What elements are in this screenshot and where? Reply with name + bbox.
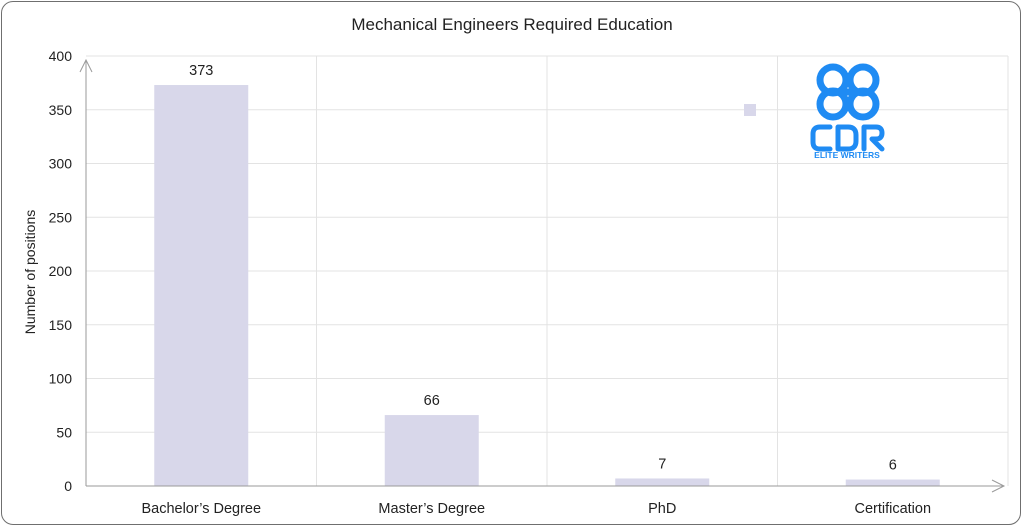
bar: [384, 415, 479, 486]
data-labels: 373 66 7 6: [189, 63, 897, 474]
x-category-label: Bachelor’s Degree: [141, 501, 261, 517]
logo-tagline: ELITE WRITERS: [814, 150, 880, 160]
cdr-logo-letters: [810, 124, 885, 152]
x-category-label: Master’s Degree: [378, 501, 485, 517]
bar: [845, 479, 940, 486]
chart-title: Mechanical Engineers Required Education: [351, 15, 672, 34]
legend-marker: [744, 104, 756, 116]
cdr-logo-mark: [816, 63, 880, 121]
y-axis-arrow: [79, 58, 93, 73]
data-label: 7: [658, 456, 666, 472]
y-tick-label: 150: [49, 317, 73, 333]
y-tick-label: 0: [64, 478, 72, 494]
bar: [154, 85, 249, 487]
data-label: 66: [424, 393, 440, 409]
y-tick-label: 400: [49, 48, 73, 64]
axes: [79, 58, 1006, 493]
data-label: 6: [889, 458, 897, 474]
y-tick-label: 50: [56, 424, 72, 440]
cdr-logo: ELITE WRITERS: [810, 63, 885, 160]
y-tick-label: 350: [49, 102, 73, 118]
y-tick-label: 250: [49, 209, 73, 225]
y-axis-ticks: 0 50 100 150 200 250 300 350 400: [49, 48, 73, 494]
bars: [154, 85, 940, 487]
bar: [615, 478, 710, 486]
data-label: 373: [189, 63, 213, 79]
x-category-label: PhD: [648, 501, 676, 517]
y-axis-label: Number of positions: [22, 210, 38, 335]
y-tick-label: 100: [49, 371, 73, 387]
x-axis-arrow: [991, 479, 1006, 493]
y-tick-label: 300: [49, 156, 73, 172]
y-tick-label: 200: [49, 263, 73, 279]
x-axis-categories: Bachelor’s Degree Master’s Degree PhD Certi…: [141, 501, 931, 517]
x-category-label: Certification: [854, 501, 931, 517]
